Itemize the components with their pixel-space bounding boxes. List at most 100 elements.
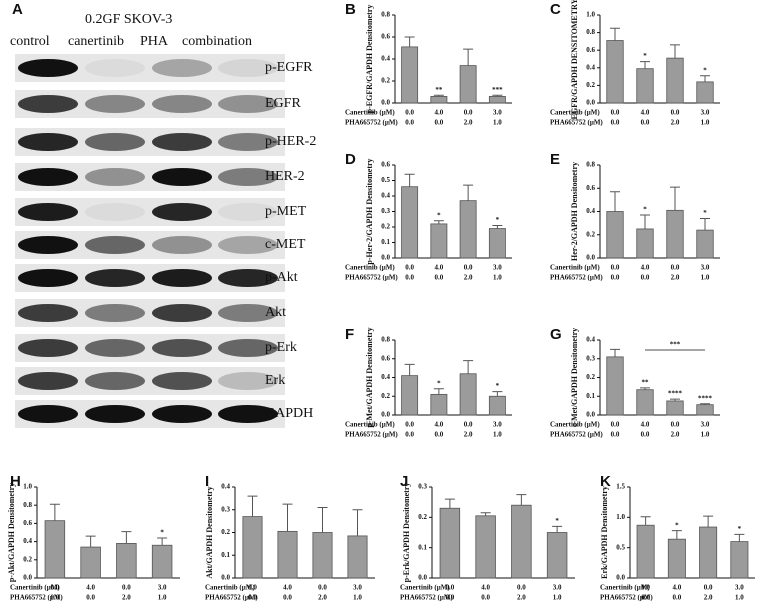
- band: [85, 59, 145, 77]
- error-bar: [404, 363, 415, 376]
- x-tick-label: 3.0: [353, 584, 362, 592]
- x-row-label: Canertinib (μM): [345, 264, 395, 272]
- x-row-label: PHA665752 (μM): [345, 431, 398, 439]
- x-tick-label: 4.0: [283, 584, 292, 592]
- blot-row-label: GAPDH: [265, 406, 313, 421]
- y-tick-label: 0.6: [381, 161, 390, 169]
- band: [218, 372, 278, 390]
- y-tick-label: 0.1: [418, 543, 427, 551]
- y-tick-label: 0.0: [23, 574, 32, 582]
- x-tick-label: 4.0: [641, 109, 650, 117]
- band: [218, 339, 278, 357]
- x-tick-label: 0.0: [435, 431, 444, 439]
- error-bar: [670, 398, 680, 401]
- blot-row-label: p-EGFR: [265, 60, 313, 75]
- y-tick-label: 0.0: [586, 411, 595, 419]
- x-tick-label: 0.0: [464, 421, 473, 429]
- y-tick-label: 0.2: [221, 528, 230, 536]
- error-bar: [404, 173, 415, 187]
- y-tick-label: 1.0: [586, 11, 595, 19]
- x-row-label: Canertinib (μM): [10, 584, 60, 592]
- y-tick-label: 0.6: [586, 46, 595, 54]
- x-tick-label: 0.0: [248, 584, 257, 592]
- significance: **: [435, 86, 443, 94]
- x-tick-label: 0.0: [435, 119, 444, 127]
- error-bar: [352, 509, 363, 536]
- bar: [666, 400, 684, 416]
- x-row-label: Canertinib (μM): [550, 109, 600, 117]
- x-tick-label: 0.0: [517, 584, 526, 592]
- significance: *: [643, 52, 647, 60]
- x-tick-label: 2.0: [704, 594, 713, 602]
- panel-letter: H: [10, 473, 21, 490]
- error-bar: [444, 498, 455, 509]
- x-tick-label: 0.0: [283, 594, 292, 602]
- band: [18, 405, 78, 423]
- panel-letter: F: [345, 326, 354, 343]
- x-tick-label: 4.0: [481, 584, 490, 592]
- x-tick-label: 1.0: [701, 274, 710, 282]
- lane-label: control: [10, 34, 50, 49]
- blot-row-label: p-Akt: [265, 270, 298, 285]
- y-tick-label: 0.0: [418, 574, 427, 582]
- x-tick-label: 0.0: [405, 421, 414, 429]
- x-tick-label: 0.0: [611, 264, 620, 272]
- band: [218, 236, 278, 254]
- x-tick-label: 1.0: [735, 594, 744, 602]
- y-axis-label: p-EGFR/GAPDH Densitometry: [365, 5, 374, 114]
- error-bar: [85, 535, 96, 548]
- bar: [401, 46, 419, 104]
- x-tick-label: 3.0: [701, 264, 710, 272]
- significance: *: [555, 517, 559, 525]
- lane-label: combination: [182, 34, 252, 49]
- bar: [459, 200, 477, 259]
- x-tick-label: 4.0: [641, 421, 650, 429]
- error-bar: [700, 403, 710, 405]
- x-row-label: PHA665752 (μM): [550, 431, 603, 439]
- error-bar: [610, 348, 620, 357]
- blot-row-label: Akt: [265, 305, 286, 320]
- bar: [606, 356, 624, 416]
- x-tick-label: 0.0: [464, 264, 473, 272]
- error-bar: [492, 391, 503, 397]
- significance: *: [703, 209, 707, 217]
- bar: [511, 504, 532, 579]
- band: [218, 168, 278, 186]
- x-tick-label: 1.0: [701, 431, 710, 439]
- bar: [430, 223, 448, 259]
- blot-row-label: Erk: [265, 373, 285, 388]
- x-tick-label: 3.0: [493, 421, 502, 429]
- y-tick-label: 0.1: [586, 392, 595, 400]
- bar: [439, 507, 461, 579]
- error-bar: [433, 94, 444, 97]
- panel-letter: K: [600, 473, 611, 490]
- band: [18, 372, 78, 390]
- x-tick-label: 3.0: [553, 584, 562, 592]
- band: [152, 133, 212, 151]
- y-tick-label: 0.2: [381, 77, 390, 85]
- band: [18, 133, 78, 151]
- x-tick-label: 0.0: [405, 274, 414, 282]
- y-tick-label: 0.0: [381, 254, 390, 262]
- error-bar: [640, 61, 650, 69]
- significance: *: [496, 382, 500, 390]
- x-tick-label: 3.0: [158, 584, 167, 592]
- x-tick-label: 3.0: [493, 109, 502, 117]
- blot-row-label: p-MET: [265, 204, 307, 219]
- x-row-label: Canertinib (μM): [550, 264, 600, 272]
- x-row-label: Canertinib (μM): [345, 109, 395, 117]
- error-bar: [247, 495, 258, 517]
- error-bar: [463, 184, 474, 201]
- error-bar: [492, 224, 503, 229]
- x-tick-label: 2.0: [318, 594, 327, 602]
- blot-row-label: c-MET: [265, 237, 306, 252]
- y-tick-label: 0.5: [616, 543, 625, 551]
- panel-letter: B: [345, 1, 356, 18]
- panel-letter: G: [550, 326, 562, 343]
- x-tick-label: 0.0: [481, 594, 490, 602]
- x-tick-label: 1.0: [158, 594, 167, 602]
- x-tick-label: 0.0: [446, 584, 455, 592]
- significance: *: [643, 206, 647, 214]
- blot-row-label: p-Erk: [265, 340, 297, 355]
- x-tick-label: 0.0: [405, 109, 414, 117]
